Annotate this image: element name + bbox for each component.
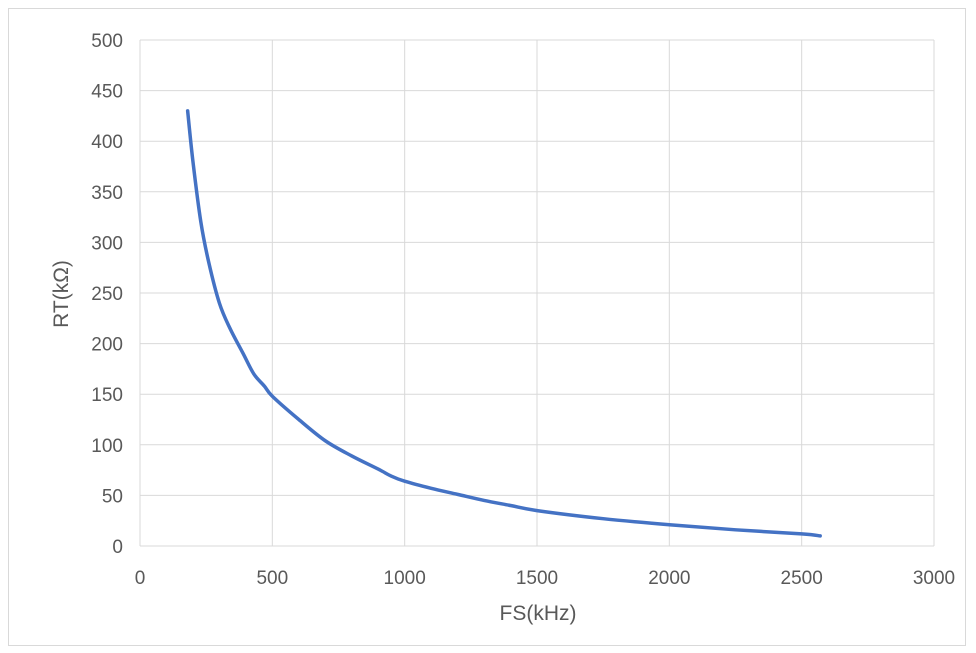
chart-frame [8,8,966,646]
y-tick-label: 100 [91,436,123,457]
y-tick-label: 350 [91,183,123,204]
y-tick-label: 400 [91,132,123,153]
series-line [185,109,822,538]
y-tick-label: 500 [91,31,123,52]
y-tick-label: 50 [102,486,123,507]
y-tick-label: 150 [91,385,123,406]
y-tick-labels: 0 50 100 150 200 250 300 350 400 450 500 [91,31,123,558]
x-tick-labels: 0 500 1000 1500 2000 2500 3000 [135,568,955,589]
y-axis-title: RT(kΩ) [50,260,73,328]
x-axis-title: FS(kHz) [500,602,577,625]
y-tick-label: 200 [91,335,123,356]
series-layer [185,109,822,538]
x-tick-label: 2500 [781,568,823,589]
x-tick-label: 1500 [516,568,558,589]
x-tick-label: 2000 [648,568,690,589]
y-tick-label: 0 [112,537,123,558]
x-tick-label: 500 [256,568,288,589]
x-tick-label: 0 [135,568,146,589]
x-tick-label: 3000 [913,568,955,589]
gridlines [139,39,935,547]
y-tick-label: 450 [91,82,123,103]
y-tick-label: 250 [91,284,123,305]
y-tick-label: 300 [91,233,123,254]
x-tick-label: 1000 [384,568,426,589]
